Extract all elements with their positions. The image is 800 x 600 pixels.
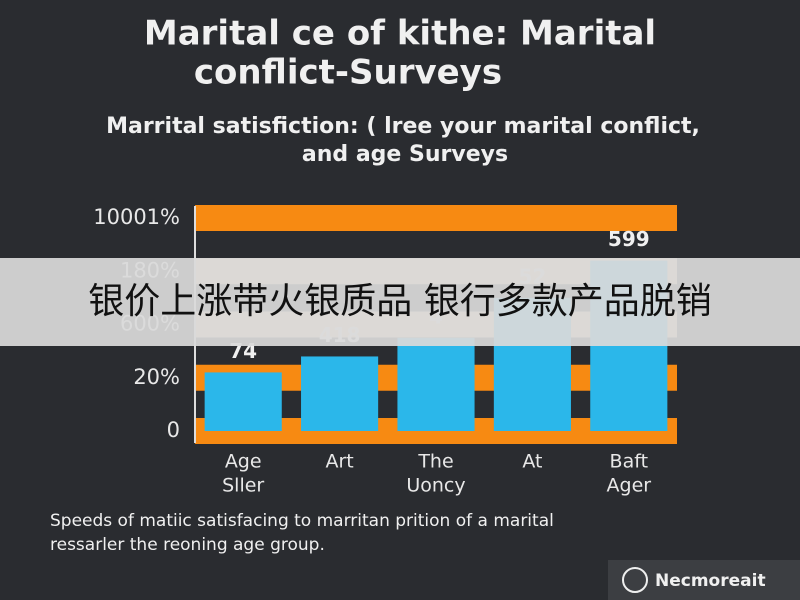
bar — [204, 372, 282, 431]
x-tick-label: Baft — [610, 451, 648, 473]
x-tick-label: The — [417, 451, 453, 473]
y-tick-label: 20% — [133, 365, 180, 389]
banner-text: 银价上涨带火银质品 银行多款产品脱销 — [88, 281, 711, 322]
x-tick-label: Sller — [222, 475, 264, 497]
chart-title: Marital ce of kithe: Marital — [144, 14, 656, 54]
value-label: 599 — [608, 227, 650, 251]
bar — [397, 337, 475, 431]
logo: Necmoreait — [655, 571, 766, 591]
chart-title: conflict-Surveys — [194, 53, 502, 93]
chart-subtitle: and age Surveys — [302, 142, 508, 167]
caption: Speeds of matiic satisfacing to marritan… — [50, 511, 554, 531]
logo-icon — [622, 567, 648, 593]
chart-subtitle: Marrital satisfiction: ( lree your marit… — [106, 114, 700, 139]
x-tick-label: Age — [225, 451, 262, 473]
x-tick-label: At — [522, 451, 542, 473]
x-tick-label: Art — [325, 451, 353, 473]
y-tick-label: 10001% — [93, 205, 180, 229]
logo-box — [608, 560, 800, 600]
bar — [301, 356, 379, 431]
caption: ressarler the reoning age group. — [50, 535, 325, 555]
banner — [0, 258, 800, 346]
x-tick-label: Uoncy — [406, 475, 465, 497]
y-tick-label: 0 — [167, 418, 180, 442]
x-tick-label: Ager — [607, 475, 652, 497]
